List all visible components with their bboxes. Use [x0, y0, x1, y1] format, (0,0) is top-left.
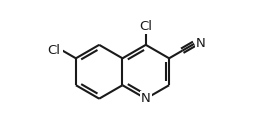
- Text: N: N: [196, 37, 205, 50]
- Text: Cl: Cl: [47, 43, 60, 57]
- Text: Cl: Cl: [139, 20, 152, 33]
- Text: N: N: [141, 92, 151, 105]
